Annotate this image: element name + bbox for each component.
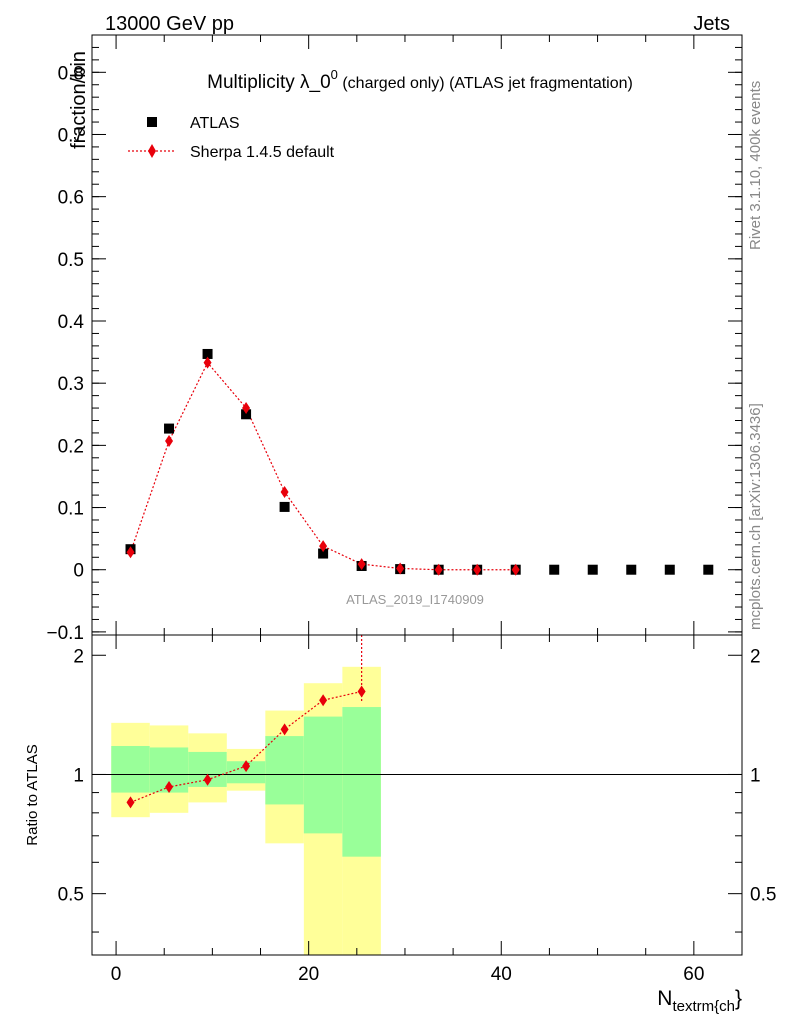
ratio-frame (91, 634, 743, 956)
header-right: Jets (693, 13, 730, 35)
atlas-point (279, 501, 290, 512)
sherpa-point (165, 435, 174, 448)
ratio-xlabel-suffix: } (735, 987, 742, 1010)
ratio-sherpa-point (319, 694, 328, 707)
main-y-axis: −0.1 0 0.1 0.2 0.3 0.4 0.5 0.6 0.7 0.8 (46, 46, 742, 644)
ratio-y-tick-label-right: 2 (750, 646, 761, 667)
sherpa-point (434, 563, 443, 576)
ratio-x-tick-label: 40 (491, 964, 512, 985)
atlas-point (164, 423, 175, 434)
main-y-tick-label: 0.8 (58, 63, 84, 84)
ratio-x-tick-label: 60 (683, 964, 704, 985)
sherpa-line (129, 361, 516, 571)
ratio-sherpa-point (242, 760, 251, 773)
legend: ATLAS Sherpa 1.4.5 default (128, 115, 335, 161)
ratio-ylabel: Ratio to ATLAS (24, 744, 41, 845)
ratio-bands (111, 666, 381, 955)
legend-atlas-marker (147, 117, 157, 127)
ratio-x-tick-label: 20 (298, 964, 319, 985)
legend-sherpa-marker (148, 144, 156, 158)
main-title-text: Multiplicity λ_0 (207, 72, 331, 93)
ratio-sherpa-point (280, 723, 289, 736)
main-ylabel: fraction/bin (68, 51, 90, 149)
main-title-suffix: (charged only) (ATLAS jet fragmentation) (338, 75, 633, 92)
main-panel: Multiplicity λ_00 (charged only) (ATLAS … (46, 34, 743, 644)
ratio-y-tick-label: 2 (73, 646, 84, 667)
ratio-sherpa-point (357, 685, 366, 698)
ratio-sherpa-point (126, 796, 135, 809)
mcplots-label: mcplots.cern.ch [arXiv:1306.3436] (747, 403, 764, 630)
ratio-sherpa-point (165, 780, 174, 793)
sherpa-point (126, 546, 135, 559)
ratio-y-tick-label: 0.5 (58, 885, 84, 906)
main-y-tick-label: 0 (73, 561, 84, 582)
ratio-band-green (342, 707, 381, 857)
ratio-series (126, 635, 366, 809)
ratio-sherpa-point (203, 773, 212, 786)
sherpa-point (280, 485, 289, 498)
main-series (125, 348, 714, 576)
main-title: Multiplicity λ_00 (charged only) (ATLAS … (207, 67, 633, 93)
ratio-panel: 0.5 0.5 1 1 2 2 0 20 40 60 Ratio to ATLAS Ntextr… (24, 634, 776, 1015)
ratio-x-tick-label: 0 (111, 964, 122, 985)
atlas-point (318, 548, 329, 559)
main-y-tick-label: 0.1 (58, 499, 84, 520)
ratio-x-axis: 0 20 40 60 (111, 635, 704, 985)
ratio-band-green (226, 761, 266, 784)
ratio-band-green (303, 716, 343, 834)
ratio-xlabel: Ntextrm{ch} (657, 987, 742, 1015)
sherpa-point (511, 563, 520, 576)
sherpa-point (473, 563, 482, 576)
atlas-point (626, 564, 637, 575)
analysis-label: ATLAS_2019_I1740909 (346, 592, 484, 607)
atlas-point (241, 409, 252, 420)
main-y-tick-label: 0.5 (58, 250, 84, 271)
ratio-y-tick-label: 1 (73, 765, 84, 786)
main-y-tick-label: 0.6 (58, 188, 84, 209)
header-left: 13000 GeV pp (105, 13, 234, 35)
main-y-tick-label: −0.1 (46, 623, 84, 644)
atlas-point (703, 564, 714, 575)
atlas-point (587, 564, 598, 575)
sherpa-point (203, 356, 212, 369)
sherpa-point (396, 562, 405, 575)
sherpa-point (319, 540, 328, 553)
ratio-xlabel-main: N (657, 987, 672, 1010)
atlas-point (202, 348, 213, 359)
ratio-y-axis: 0.5 0.5 1 1 2 2 (58, 646, 776, 933)
ratio-y-tick-label-right: 0.5 (750, 885, 776, 906)
main-y-tick-label: 0.7 (58, 125, 84, 146)
sherpa-point (357, 558, 366, 571)
main-y-tick-label: 0.4 (58, 312, 85, 333)
atlas-point (664, 564, 675, 575)
main-title-sup: 0 (331, 67, 338, 82)
main-y-tick-label: 0.2 (58, 436, 84, 457)
sherpa-point (242, 402, 251, 415)
atlas-point (549, 564, 560, 575)
ratio-band-green (111, 745, 150, 793)
main-y-tick-label: 0.3 (58, 374, 84, 395)
legend-atlas-label: ATLAS (190, 115, 240, 132)
ratio-y-tick-label-right: 1 (750, 765, 761, 786)
ratio-band-green (265, 736, 304, 805)
rivet-label: Rivet 3.1.10, 400k events (747, 81, 764, 250)
main-x-ticks (115, 35, 695, 635)
legend-sherpa-label: Sherpa 1.4.5 default (190, 144, 335, 161)
ratio-xlabel-sub: textrm{ch (672, 998, 735, 1015)
